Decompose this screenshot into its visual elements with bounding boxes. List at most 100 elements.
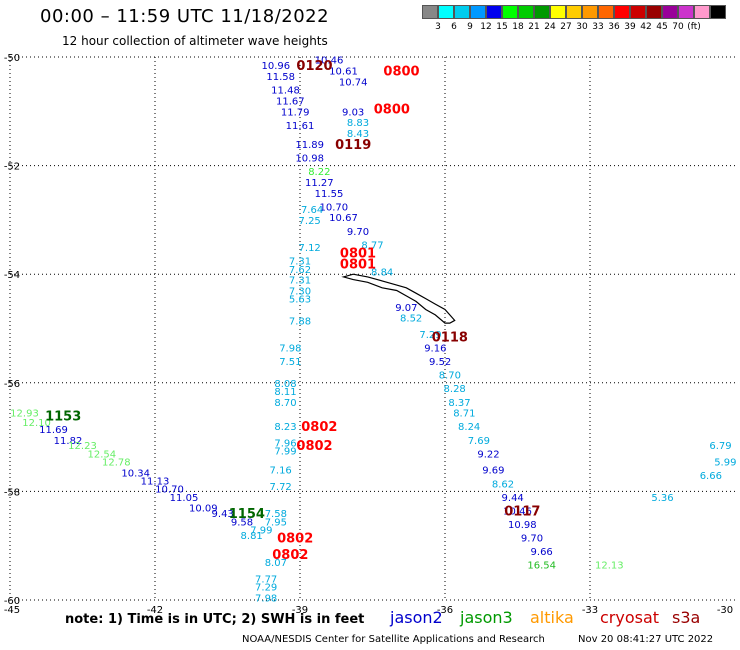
wave-height-label: 10.96 — [262, 61, 291, 72]
wave-height-label: 11.79 — [281, 107, 310, 118]
wave-height-label: 8.70 — [439, 371, 461, 382]
wave-height-label: 7.99 — [274, 447, 296, 458]
legend-item-altika: altika — [530, 608, 574, 627]
scale-swatch — [438, 5, 454, 19]
wave-height-label: 7.77 — [255, 574, 277, 585]
wave-height-label: 10.46 — [503, 506, 532, 517]
wave-height-label: 11.05 — [170, 493, 199, 504]
wave-height-label: 8.62 — [492, 479, 514, 490]
wave-height-label: 7.96 — [274, 439, 296, 450]
wave-height-label: 7.25 — [299, 216, 321, 227]
wave-height-label: 8.24 — [458, 422, 480, 433]
lat-tick-label: -52 — [4, 162, 20, 173]
wave-height-label: 8.23 — [274, 422, 296, 433]
wave-height-label: 11.13 — [141, 477, 170, 488]
scale-label: (ft) — [687, 22, 701, 32]
wave-height-label: 6.79 — [709, 441, 731, 452]
scale-swatch — [470, 5, 486, 19]
wave-height-label: 8.71 — [453, 409, 475, 420]
legend-item-s3a: s3a — [672, 608, 701, 627]
wave-height-label: 7.98 — [279, 344, 301, 355]
wave-height-label: 10.98 — [295, 153, 324, 164]
legend-item-jason2: jason2 — [390, 608, 443, 627]
wave-height-label: 5.63 — [289, 295, 311, 306]
wave-height-label: 8.11 — [274, 387, 296, 398]
wave-height-label: 11.67 — [276, 96, 305, 107]
wave-height-label: 9.69 — [482, 466, 504, 477]
wave-height-label: 9.58 — [231, 517, 253, 528]
wave-height-label: 8.70 — [274, 398, 296, 409]
wave-height-label: 12.13 — [595, 561, 624, 572]
axis-labels: -45 -42 -39 -36 -33 -30 -50 -52 -54 -56 -58 -60 — [4, 53, 733, 616]
map-note: note: 1) Time is in UTC; 2) SWH is in fe… — [65, 612, 365, 627]
scale-swatch — [454, 5, 470, 19]
wave-height-label: 11.55 — [315, 189, 344, 200]
pass-time-label: 0802 — [277, 532, 313, 547]
generated-timestamp: Nov 20 08:41:27 UTC 2022 — [578, 634, 714, 645]
wave-height-label: 9.44 — [502, 493, 524, 504]
wave-height-label: 11.61 — [286, 121, 315, 132]
wave-height-label: 12.78 — [102, 458, 131, 469]
wave-height-label: 9.03 — [342, 107, 364, 118]
wave-height-label: 6.66 — [700, 471, 722, 482]
wave-height-label: 11.27 — [305, 178, 334, 189]
pass-time-label: 0118 — [432, 331, 468, 346]
scale-label: 45 — [656, 22, 668, 32]
scale-swatch — [662, 5, 678, 19]
wave-height-label: 7.31 — [289, 257, 311, 268]
south-georgia-coastline — [341, 273, 456, 324]
wave-height-label: 8.07 — [265, 558, 287, 569]
wave-height-label: 7.29 — [419, 330, 441, 341]
wave-height-label: 9.70 — [521, 534, 543, 545]
wave-height-label: 5.36 — [651, 493, 673, 504]
wave-height-label: 9.22 — [477, 449, 499, 460]
scale-label: 33 — [592, 22, 604, 32]
lat-tick-label: -58 — [4, 487, 20, 498]
wave-height-label: 7.12 — [299, 243, 321, 254]
pass-time-label: 0800 — [383, 65, 419, 80]
legend-item-cryosat: cryosat — [600, 608, 660, 627]
scale-label: 21 — [528, 22, 540, 32]
scale-label: 6 — [451, 22, 457, 32]
wave-height-label: 10.34 — [121, 468, 150, 479]
island-outline — [341, 273, 456, 324]
wave-height-label: 10.98 — [508, 520, 537, 531]
wave-height-label: 8.22 — [308, 167, 330, 178]
scale-swatch — [566, 5, 582, 19]
scale-swatch — [694, 5, 710, 19]
scale-label: 39 — [624, 22, 636, 32]
lon-tick-label: -36 — [437, 605, 453, 616]
pass-time-labels: 0120 080008000119080108010118115308020802… — [45, 59, 540, 563]
wave-height-label: 16.54 — [527, 561, 556, 572]
pass-time-label: 0117 — [504, 504, 540, 519]
scale-label: 9 — [467, 22, 473, 32]
wave-height-label: 11.48 — [271, 86, 300, 97]
wave-height-label: 7.30 — [289, 286, 311, 297]
lon-tick-label: -45 — [4, 605, 20, 616]
footer-credit: NOAA/NESDIS Center for Satellite Applica… — [242, 634, 545, 645]
wave-height-label: 7.72 — [270, 482, 292, 493]
wave-height-label: 8.08 — [274, 379, 296, 390]
pass-time-label: 0119 — [335, 138, 371, 153]
wave-height-label: 11.89 — [295, 140, 324, 151]
wave-height-label: 11.82 — [54, 436, 83, 447]
scale-label: 12 — [480, 22, 492, 32]
wave-height-label: 8.43 — [347, 129, 369, 140]
pass-time-label: 0801 — [340, 257, 376, 272]
scale-swatch — [678, 5, 694, 19]
wave-height-label: 7.31 — [289, 276, 311, 287]
wave-height-label: 7.99 — [250, 525, 272, 536]
wave-height-label: 9.16 — [424, 344, 446, 355]
wave-height-label: 10.67 — [329, 213, 358, 224]
wave-height-label: 7.95 — [265, 517, 287, 528]
pass-time-label: 1154 — [229, 507, 265, 522]
wave-height-label: 7.58 — [265, 509, 287, 520]
wave-height-label: 7.64 — [301, 205, 323, 216]
scale-swatch — [614, 5, 630, 19]
lat-tick-label: -60 — [4, 596, 20, 607]
wave-height-label: 11.69 — [39, 425, 68, 436]
scale-label: 30 — [576, 22, 588, 32]
scale-label: 3 — [435, 22, 441, 32]
